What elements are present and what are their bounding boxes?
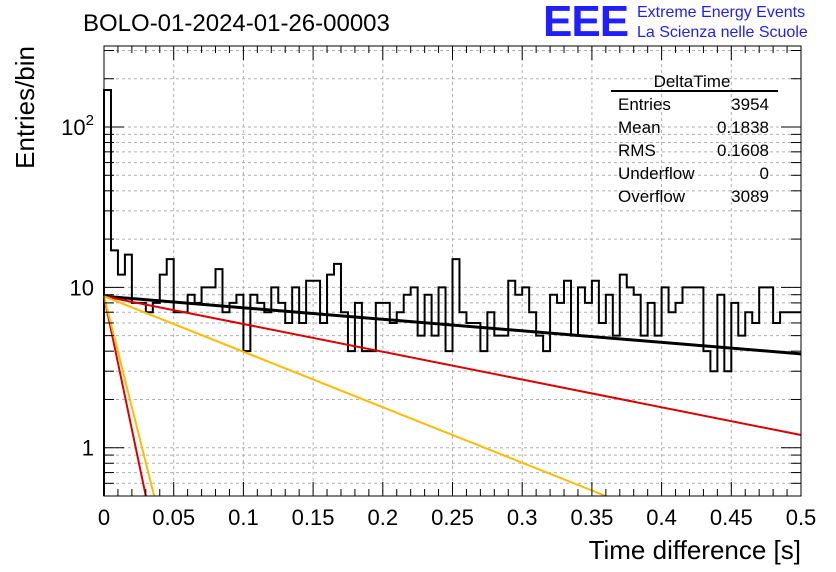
logo-line-2: La Scienza nelle Scuole [637,24,808,41]
stats-value: 3954 [731,95,769,114]
x-tick-label: 0.1 [228,505,259,530]
x-tick-label: 0.05 [152,505,195,530]
y-tick-label: 1 [82,436,94,461]
stats-rows: Entries 3954 Mean 0.1838 RMS 0.1608 Underflow 0… [618,95,769,206]
fit-curves [103,294,802,497]
stats-value: 0.1838 [717,118,769,137]
x-tick-label: 0.45 [710,505,753,530]
stats-box: DeltaTime Entries 3954 Mean 0.1838 RMS 0.1608… [611,72,778,206]
y-tick-labels: 1 10 102 [61,112,94,461]
stats-label: Entries [618,95,671,114]
axis-ticks [103,46,802,497]
stats-value: 0.1608 [717,141,769,160]
fit-curve-2 [103,295,802,437]
fit-curve-4 [103,296,147,497]
x-tick-label: 0 [98,505,110,530]
x-tick-label: 0.25 [431,505,474,530]
fit-curve-1 [103,294,802,356]
x-axis-label: Time difference [s] [589,535,801,565]
x-tick-label: 0.4 [646,505,677,530]
fit-curve-5 [103,296,156,497]
y-tick-label: 10 [70,275,94,300]
eee-logo-mark: EEE [543,0,629,46]
stats-label: RMS [618,141,656,160]
histogram-bars [103,89,801,496]
y-axis-label: Entries/bin [10,46,40,169]
x-tick-label: 0.15 [292,505,335,530]
stats-label: Overflow [618,187,686,206]
stats-label: Mean [618,118,661,137]
stats-title: DeltaTime [654,72,731,91]
histogram-outline [103,89,801,496]
stats-value: 3089 [731,187,769,206]
x-tick-label: 0.3 [507,505,538,530]
chart-title: BOLO-01-2024-01-26-00003 [83,10,390,37]
x-tick-label: 0.2 [368,505,399,530]
logo-line-1: Extreme Energy Events [637,4,806,21]
x-tick-label: 0.5 [786,505,817,530]
x-tick-labels: 0 0.05 0.1 0.15 0.2 0.25 0.3 0.35 0.4 0.45 0.5 [98,505,816,530]
stats-label: Underflow [618,164,695,183]
fit-curve-3 [103,295,607,497]
x-tick-label: 0.35 [570,505,613,530]
y-tick-label: 102 [61,112,94,140]
stats-value: 0 [760,164,769,183]
